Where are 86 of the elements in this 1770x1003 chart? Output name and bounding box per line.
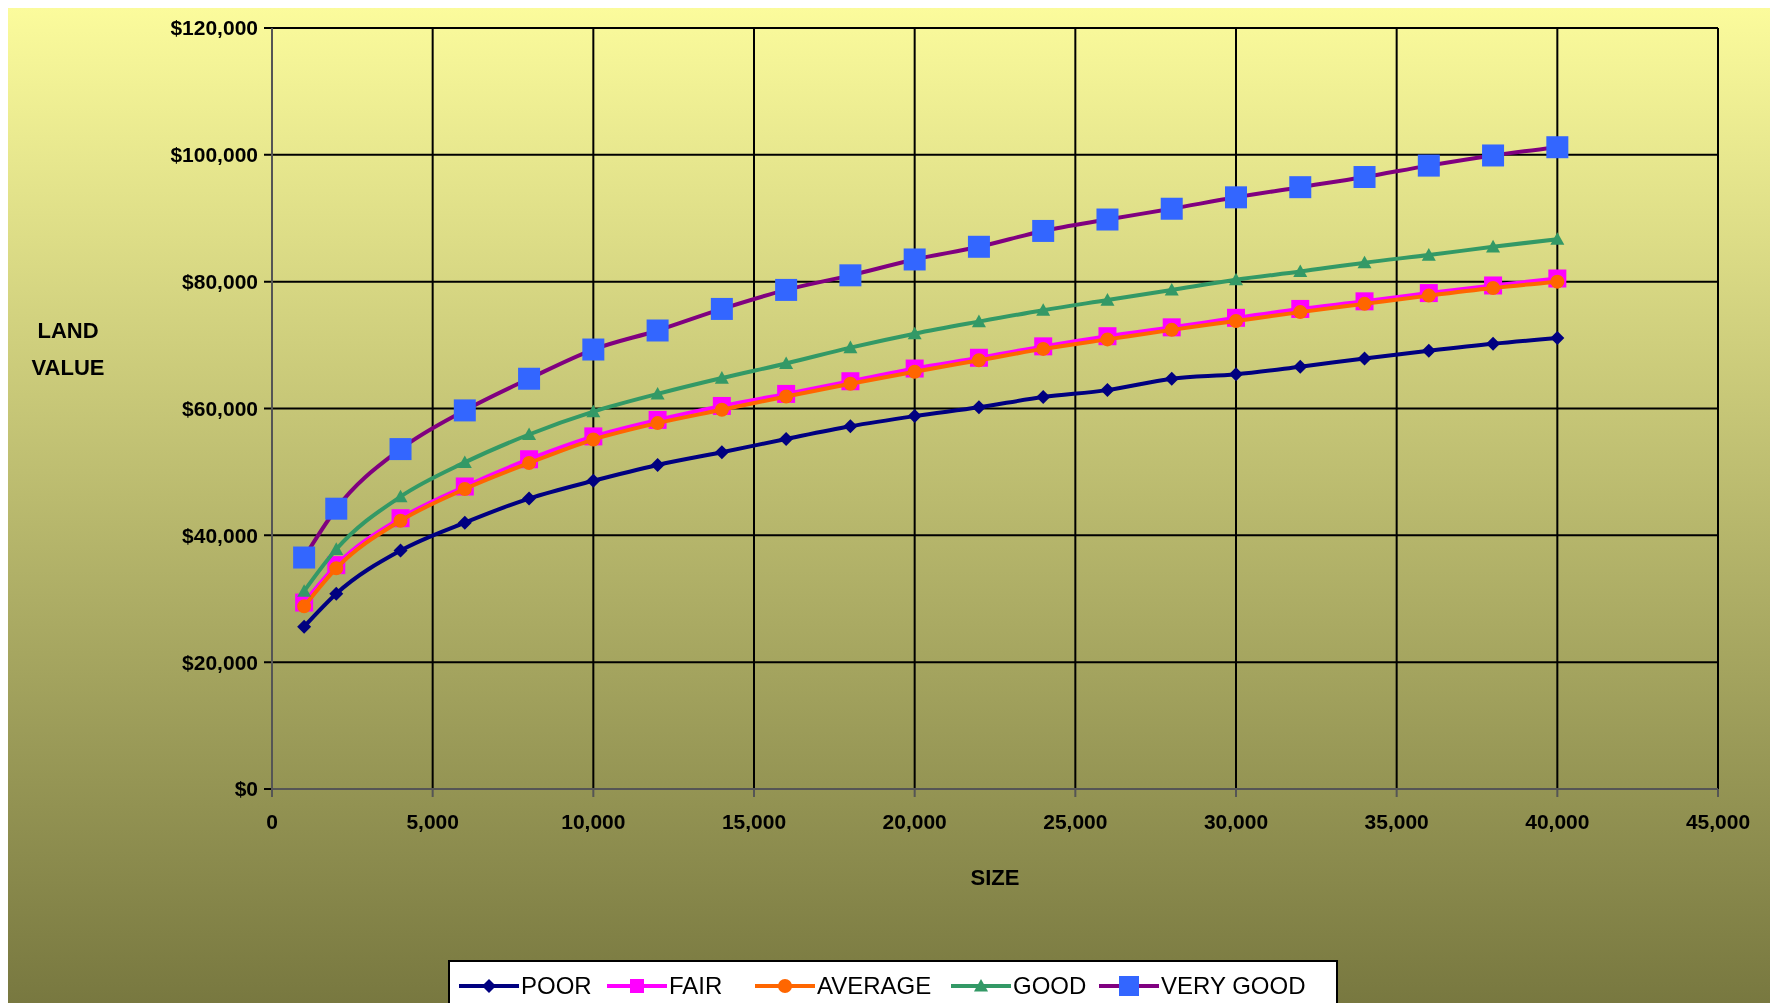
- point: [1100, 293, 1115, 306]
- point: [779, 389, 794, 404]
- y-tick-label: $80,000: [182, 270, 258, 294]
- point: [1357, 296, 1372, 311]
- point: [1229, 272, 1243, 286]
- point: [297, 584, 312, 597]
- point: [1421, 248, 1436, 261]
- point: [1293, 305, 1308, 320]
- legend-label: AVERAGE: [817, 972, 932, 1000]
- point: [1486, 336, 1501, 351]
- y-tick-label: $60,000: [182, 396, 258, 420]
- point: [1164, 282, 1179, 296]
- point: [1550, 232, 1565, 245]
- point: [1036, 303, 1051, 316]
- point: [843, 419, 858, 434]
- x-tick-label: 25,000: [1043, 810, 1108, 833]
- point: [1293, 264, 1308, 278]
- point: [457, 455, 472, 468]
- x-tick-label: 10,000: [561, 810, 626, 833]
- point: [522, 491, 537, 506]
- point: [586, 473, 601, 488]
- point: [971, 353, 986, 368]
- point: [586, 404, 601, 418]
- x-tick-label: 30,000: [1203, 810, 1269, 833]
- point: [779, 356, 794, 370]
- legend-label: FAIR: [669, 972, 723, 1000]
- point: [1036, 390, 1051, 405]
- point: [650, 386, 665, 400]
- point: [650, 457, 665, 472]
- point: [1100, 383, 1115, 398]
- point: [971, 400, 986, 415]
- point: [457, 515, 472, 530]
- point: [1486, 239, 1501, 253]
- point: [843, 340, 858, 354]
- point: [329, 586, 344, 601]
- x-tick-label: 20,000: [882, 810, 947, 833]
- point: [907, 409, 922, 424]
- point: [714, 371, 729, 384]
- point: [971, 314, 986, 328]
- point: [297, 599, 312, 614]
- y-axis-title: LAND VALUE: [31, 318, 105, 380]
- point: [1421, 343, 1436, 358]
- point: [1357, 255, 1372, 269]
- point: [1164, 322, 1179, 337]
- legend-label: GOOD: [1013, 972, 1087, 1000]
- x-tick-label: 40,000: [1525, 810, 1590, 833]
- point: [522, 456, 537, 471]
- point: [329, 542, 344, 555]
- point: [329, 561, 344, 576]
- y-tick-label: $0: [234, 777, 258, 801]
- point: [1550, 274, 1565, 289]
- point: [457, 482, 472, 497]
- point: [779, 431, 794, 446]
- y-tick-label: $40,000: [182, 523, 258, 547]
- point: [1229, 367, 1243, 382]
- y-tick-label: $20,000: [182, 650, 258, 674]
- point: [586, 432, 601, 447]
- point: [1100, 332, 1115, 347]
- x-tick-label: 45,000: [1685, 810, 1751, 833]
- legend-label: VERY GOOD: [1161, 972, 1306, 1000]
- y-tick-label: $100,000: [170, 143, 258, 167]
- point: [522, 427, 537, 441]
- point: [393, 513, 408, 528]
- point: [1164, 371, 1179, 386]
- point: [1550, 331, 1565, 346]
- point: [297, 619, 312, 634]
- legend-label: POOR: [521, 972, 592, 1000]
- point: [843, 376, 858, 391]
- point: [714, 445, 729, 460]
- point: [650, 416, 665, 431]
- y-tick-label: $120,000: [170, 16, 258, 40]
- point: [907, 326, 922, 340]
- x-axis-title: SIZE: [970, 865, 1020, 890]
- point: [1357, 351, 1372, 366]
- point: [1486, 281, 1501, 295]
- x-tick-label: 15,000: [721, 810, 787, 833]
- point: [1421, 288, 1436, 303]
- x-tick-label: 5,000: [406, 810, 459, 833]
- point: [1293, 359, 1308, 374]
- x-tick-label: 0: [266, 810, 278, 833]
- x-tick-label: 35,000: [1364, 810, 1429, 833]
- point: [1036, 341, 1051, 356]
- point: [393, 489, 408, 503]
- point: [907, 364, 922, 379]
- point: [393, 543, 408, 558]
- point: [714, 402, 729, 417]
